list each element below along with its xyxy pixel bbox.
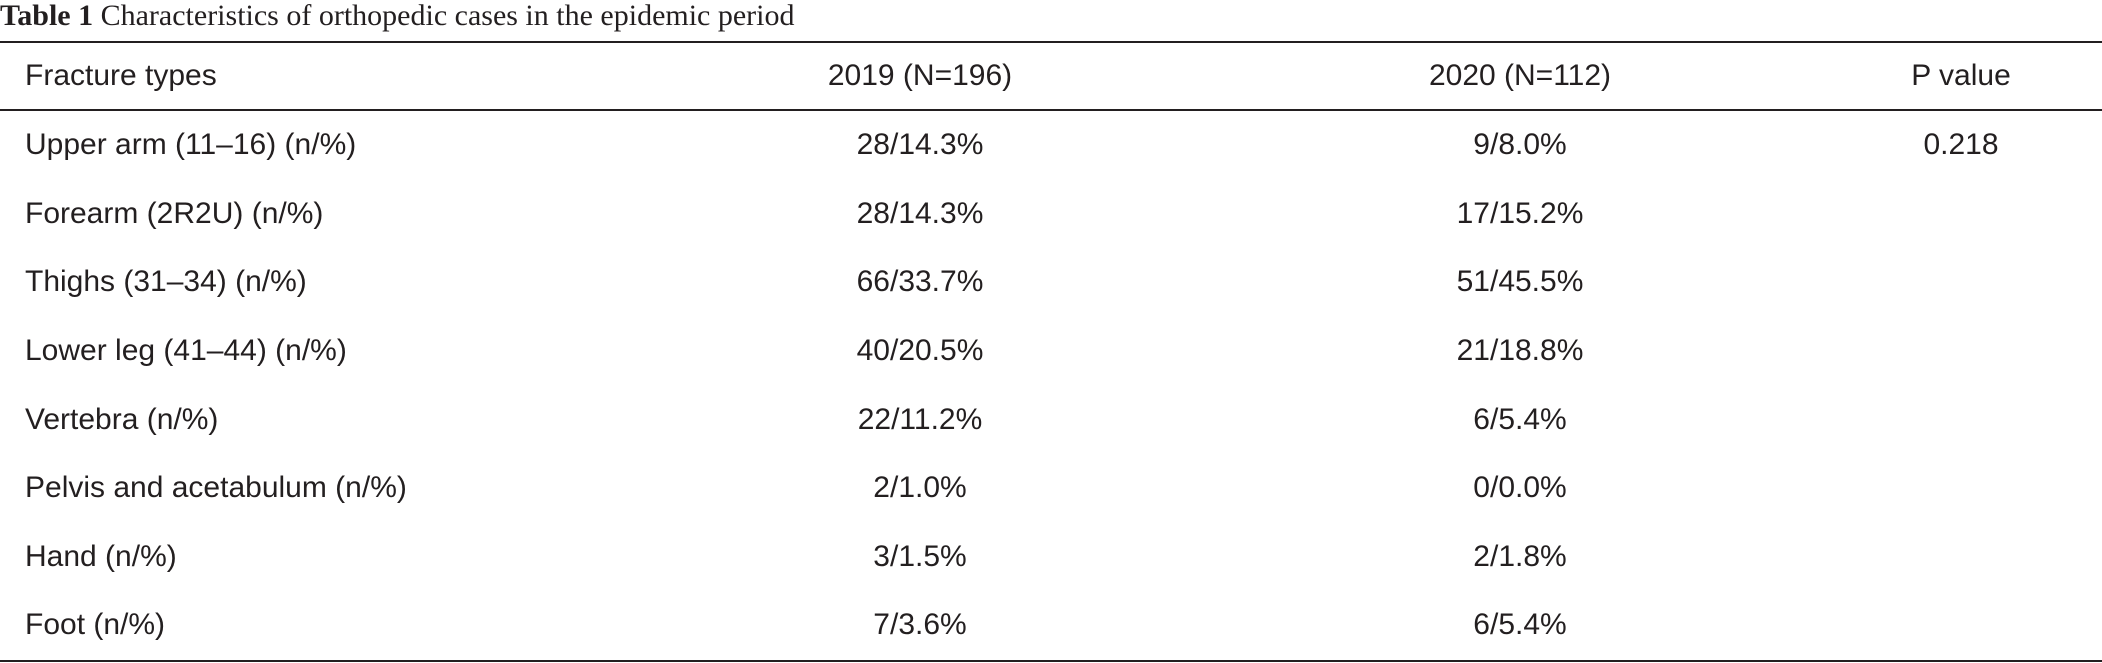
- table-row: Upper arm (11–16) (n/%) 28/14.3% 9/8.0% …: [0, 110, 2102, 180]
- header-row: Fracture types 2019 (N=196) 2020 (N=112)…: [0, 43, 2102, 111]
- cell-2020: 17/15.2%: [1456, 196, 1584, 230]
- table-caption-text: Characteristics of orthopedic cases in t…: [100, 0, 795, 32]
- table-caption: Table 1 Characteristics of orthopedic ca…: [0, 0, 795, 36]
- cell-fracture-type: Vertebra (n/%): [25, 402, 219, 436]
- cell-fracture-type: Forearm (2R2U) (n/%): [25, 196, 324, 230]
- table-row: Forearm (2R2U) (n/%) 28/14.3% 17/15.2%: [0, 180, 2102, 249]
- cell-2020: 0/0.0%: [1473, 471, 1567, 505]
- table-row: Thighs (31–34) (n/%) 66/33.7% 51/45.5%: [0, 248, 2102, 317]
- cell-2019: 3/1.5%: [873, 539, 967, 573]
- cell-2019: 2/1.0%: [873, 471, 967, 505]
- table-caption-label: Table 1: [0, 0, 94, 32]
- cell-2019: 28/14.3%: [856, 196, 984, 230]
- cell-2020: 6/5.4%: [1473, 608, 1567, 642]
- table-header: Fracture types 2019 (N=196) 2020 (N=112)…: [0, 43, 2102, 111]
- cell-2019: 66/33.7%: [856, 265, 984, 299]
- cell-p-value: 0.218: [1923, 128, 1999, 162]
- cell-p-value: [1820, 248, 2102, 317]
- table-row: Hand (n/%) 3/1.5% 2/1.8%: [0, 523, 2102, 592]
- cell-2020: 21/18.8%: [1456, 334, 1584, 368]
- cell-fracture-type: Hand (n/%): [25, 539, 177, 573]
- cell-fracture-type: Pelvis and acetabulum (n/%): [25, 471, 407, 505]
- cell-p-value: [1820, 454, 2102, 523]
- table-row: Vertebra (n/%) 22/11.2% 6/5.4%: [0, 385, 2102, 454]
- cell-fracture-type: Thighs (31–34) (n/%): [25, 265, 307, 299]
- header-2019: 2019 (N=196): [620, 43, 1220, 111]
- table-body: Upper arm (11–16) (n/%) 28/14.3% 9/8.0% …: [0, 110, 2102, 660]
- cell-fracture-type: Upper arm (11–16) (n/%): [25, 128, 357, 162]
- table-row: Pelvis and acetabulum (n/%) 2/1.0% 0/0.0…: [0, 454, 2102, 523]
- cell-2019: 22/11.2%: [857, 402, 983, 436]
- cell-2020: 51/45.5%: [1456, 265, 1584, 299]
- header-2020: 2020 (N=112): [1220, 43, 1820, 111]
- header-p-value: P value: [1820, 43, 2102, 111]
- header-fracture-types: Fracture types: [0, 43, 620, 111]
- cell-2019: 28/14.3%: [856, 128, 984, 162]
- cell-2020: 6/5.4%: [1473, 402, 1567, 436]
- cell-fracture-type: Foot (n/%): [25, 608, 166, 642]
- table-row: Foot (n/%) 7/3.6% 6/5.4%: [0, 591, 2102, 660]
- cell-2019: 7/3.6%: [873, 608, 967, 642]
- data-table: Fracture types 2019 (N=196) 2020 (N=112)…: [0, 43, 2102, 660]
- cell-2020: 9/8.0%: [1473, 128, 1567, 162]
- cell-fracture-type: Lower leg (41–44) (n/%): [25, 334, 347, 368]
- cell-p-value: [1820, 385, 2102, 454]
- cell-p-value: [1820, 591, 2102, 660]
- cell-2019: 40/20.5%: [856, 334, 984, 368]
- cell-p-value: [1820, 317, 2102, 386]
- table-row: Lower leg (41–44) (n/%) 40/20.5% 21/18.8…: [0, 317, 2102, 386]
- data-table-container: Fracture types 2019 (N=196) 2020 (N=112)…: [0, 41, 2102, 662]
- cell-p-value: [1820, 523, 2102, 592]
- cell-p-value: [1820, 180, 2102, 249]
- cell-2020: 2/1.8%: [1473, 539, 1567, 573]
